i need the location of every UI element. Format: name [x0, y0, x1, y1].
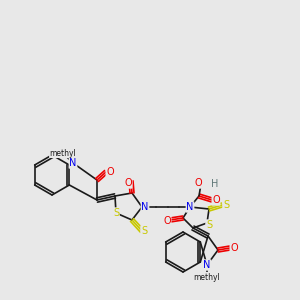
Text: N: N	[203, 260, 211, 270]
Text: N: N	[69, 158, 77, 168]
Text: S: S	[206, 220, 212, 230]
Text: O: O	[163, 216, 171, 226]
Text: H: H	[211, 179, 219, 189]
Text: O: O	[212, 195, 220, 205]
Text: methyl: methyl	[194, 272, 220, 281]
Text: O: O	[106, 167, 114, 177]
Text: O: O	[124, 178, 132, 188]
Text: O: O	[230, 243, 238, 253]
Text: O: O	[194, 178, 202, 188]
Text: S: S	[113, 208, 119, 218]
Text: S: S	[141, 226, 147, 236]
Text: N: N	[186, 202, 194, 212]
Text: methyl: methyl	[50, 148, 76, 158]
Text: S: S	[223, 200, 229, 210]
Text: N: N	[141, 202, 149, 212]
